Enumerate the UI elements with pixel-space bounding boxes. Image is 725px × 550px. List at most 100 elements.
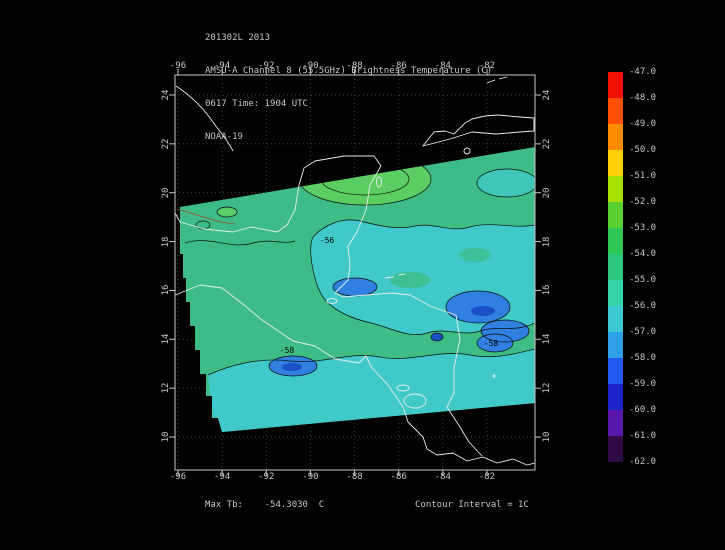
- contour-interval-readout: Contour Interval = 1C: [415, 500, 529, 510]
- colorbar-labels: -47.0 -48.0 -49.0 -50.0 -51.0 -52.0 -53.0 -54.0…: [629, 67, 673, 467]
- islands-bay: [384, 273, 406, 279]
- colorbar-segment: [608, 358, 623, 384]
- colorbar-segment: [608, 176, 623, 202]
- x-tick-label-bottom: -88: [346, 472, 363, 482]
- contour-label: -58: [280, 346, 295, 355]
- max-tb-readout: Max Tb: -54.3030 C: [205, 500, 325, 510]
- colorbar-tick-label: -57.0: [629, 327, 657, 337]
- header-time: 0617 Time: 1904 UTC: [205, 99, 308, 109]
- contour-label: -55: [345, 170, 360, 179]
- swath-warm-region: [218, 208, 236, 216]
- swath-layer: [180, 147, 535, 432]
- lake-managua: [396, 384, 410, 392]
- y-tick-label-right: 24: [542, 89, 552, 101]
- y-tick-label-left: 12: [161, 382, 171, 394]
- y-tick-label-right: 20: [542, 187, 552, 199]
- contour-line: [184, 240, 296, 246]
- contour-line: [445, 290, 511, 324]
- y-tick-label-left: 10: [161, 431, 171, 443]
- colorbar-segment: [608, 202, 623, 228]
- y-tick-label-left: 18: [161, 236, 171, 247]
- contour-line: [476, 168, 535, 198]
- x-tick-label-top: -96: [169, 61, 187, 71]
- colorbar-segment: [608, 228, 623, 254]
- y-tick-label-left: 14: [161, 333, 171, 345]
- colorbar-segment: [608, 98, 623, 124]
- colorbar-tick-label: -56.0: [629, 301, 657, 311]
- y-tick-label-left: 24: [161, 89, 171, 101]
- island-small: [492, 374, 496, 378]
- island-isla-juventud: [463, 147, 471, 155]
- island-cozumel: [376, 176, 382, 188]
- swath-deep-blue-region: [282, 363, 302, 371]
- colorbar-tick-label: -53.0: [629, 223, 657, 233]
- colorbar-tick-label: -59.0: [629, 379, 657, 389]
- x-tick-label-top: -82: [478, 61, 496, 71]
- contour-line: [268, 355, 318, 377]
- y-tick-label-right: 10: [542, 431, 552, 443]
- swath-cyan-region: [477, 169, 535, 197]
- x-tick-label-top: -88: [346, 61, 363, 71]
- contour-line: [310, 219, 535, 335]
- colorbar-tick-label: -55.0: [629, 275, 657, 285]
- swath-texture: [390, 272, 430, 288]
- y-tick-label-right: 22: [542, 138, 552, 150]
- lake-nicaragua: [403, 393, 427, 409]
- tick-layer: [169, 69, 541, 476]
- y-axis-right-labels: 24 22 20 18 16 14 12 10: [539, 75, 555, 470]
- contour-line: [216, 206, 238, 218]
- swath-cyan-region: [208, 349, 535, 432]
- swath-deep-blue-region: [431, 333, 443, 341]
- colorbar-segment: [608, 410, 623, 436]
- colorbar-segment: [608, 150, 623, 176]
- coastline-cuba: [422, 114, 535, 147]
- x-tick-label-bottom: -92: [258, 472, 275, 482]
- colorbar-tick-label: -48.0: [629, 93, 657, 103]
- contour-line: [207, 348, 535, 376]
- x-tick-label-bottom: -82: [478, 472, 496, 482]
- contour-label: -58: [484, 339, 499, 348]
- coastline-northwest: [175, 85, 234, 152]
- coastline-gulf-caribbean: [175, 155, 483, 457]
- y-tick-label-left: 20: [161, 187, 171, 199]
- x-tick-label-bottom: -90: [302, 472, 319, 482]
- x-tick-label-top: -86: [390, 61, 407, 71]
- colorbar-segment: [608, 280, 623, 306]
- colorbar-tick-label: -62.0: [629, 457, 657, 467]
- x-tick-label-bottom: -96: [169, 472, 187, 482]
- y-tick-label-left: 16: [161, 285, 171, 296]
- colorbar-segment: [608, 436, 623, 462]
- x-tick-label-bottom: -84: [434, 472, 451, 482]
- x-tick-label-bottom: -86: [390, 472, 407, 482]
- y-tick-label-right: 18: [542, 236, 552, 247]
- lake-izabal: [326, 298, 338, 304]
- y-axis-left-labels: 24 22 20 18 16 14 12 10: [158, 75, 174, 470]
- x-axis-top-labels: -96 -94 -92 -90 -88 -86 -84 -82: [170, 61, 535, 73]
- x-tick-label-top: -90: [302, 61, 319, 71]
- colorbar-tick-label: -47.0: [629, 67, 657, 77]
- contour-line: [476, 333, 514, 353]
- colorbar-tick-label: -60.0: [629, 405, 657, 415]
- colorbar-segment: [608, 306, 623, 332]
- swath-blue-region: [333, 278, 377, 296]
- header-title: AMSU-A Channel 8 (55.5GHz) Brightness Te…: [205, 66, 493, 76]
- map-plot-svg: -55 -56 -58 -58: [169, 69, 541, 476]
- swath-deep-blue-region: [471, 306, 495, 316]
- x-tick-label-top: -94: [213, 61, 231, 71]
- x-tick-label-top: -84: [434, 61, 451, 71]
- y-tick-label-right: 12: [542, 382, 552, 394]
- coastline-pacific: [175, 284, 535, 466]
- contour-line: [430, 332, 444, 342]
- x-axis-bottom-labels: -96 -94 -92 -90 -88 -86 -84 -82: [170, 472, 535, 484]
- swath-texture: [459, 248, 491, 262]
- colorbar-segment: [608, 124, 623, 150]
- x-tick-label-bottom: -94: [213, 472, 231, 482]
- contour-label: -56: [320, 236, 335, 245]
- colorbar-tick-label: -50.0: [629, 145, 657, 155]
- colorbar-tick-label: -61.0: [629, 431, 657, 441]
- colorbar-gradient: [608, 72, 623, 462]
- boundary-line: [176, 208, 236, 225]
- colorbar-tick-label: -58.0: [629, 353, 657, 363]
- header-run-id: 201302L 2013: [205, 33, 271, 43]
